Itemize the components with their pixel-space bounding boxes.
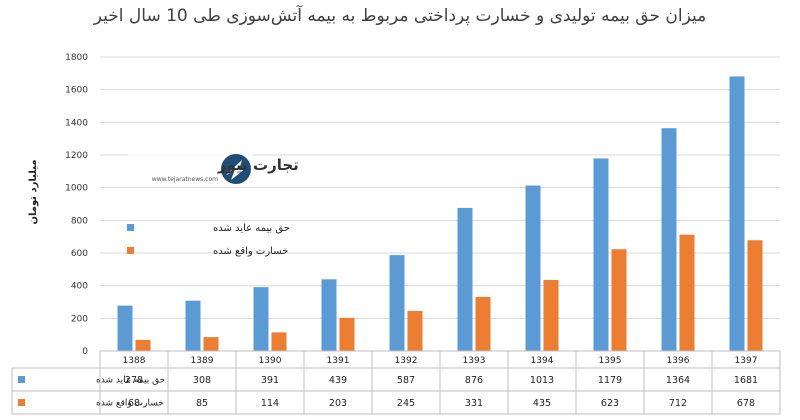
y-tick-label: 1600 bbox=[65, 86, 88, 96]
bar-loss bbox=[135, 339, 151, 351]
y-tick-label: 200 bbox=[71, 314, 88, 324]
y-tick-labels: 0 200 400 600 800 1000 1200 1400 1600 1800 bbox=[65, 53, 88, 357]
table-legend-swatch bbox=[18, 399, 25, 406]
bar-premium bbox=[321, 279, 337, 351]
bar-premium bbox=[457, 207, 473, 351]
table-cell: 391 bbox=[261, 375, 279, 386]
table-cell: 85 bbox=[196, 398, 208, 409]
data-table: 1388 1389 1390 1391 1392 1393 1394 1395 1396 1397… bbox=[11, 350, 781, 415]
bar-loss bbox=[747, 240, 763, 351]
legend: حق بیمه عاید شده خسارت واقع شده bbox=[127, 223, 290, 257]
x-tick-label: 1391 bbox=[327, 356, 350, 366]
chart-title: میزان حق بیمه تولیدی و خسارت پرداختی مرب… bbox=[93, 6, 707, 26]
watermark-brand: تجارت نیوز bbox=[217, 156, 299, 174]
bar-loss bbox=[475, 296, 491, 351]
bar-premium bbox=[389, 255, 405, 351]
legend-swatch bbox=[127, 224, 134, 231]
x-tick-label: 1395 bbox=[599, 356, 622, 366]
y-axis-label: میلیارد تومان bbox=[28, 159, 39, 224]
table-cell: 712 bbox=[669, 398, 687, 409]
table-cell: 1179 bbox=[598, 375, 622, 386]
bar-premium bbox=[661, 128, 677, 351]
table-cell: 331 bbox=[465, 398, 483, 409]
table-cell: 1013 bbox=[530, 375, 554, 386]
table-cell: 678 bbox=[737, 398, 755, 409]
bar-loss bbox=[339, 317, 355, 351]
x-tick-label: 1393 bbox=[463, 356, 486, 366]
table-legend-swatch bbox=[18, 376, 25, 383]
bar-loss bbox=[543, 279, 559, 351]
bar-premium bbox=[117, 305, 133, 351]
watermark-url: www.tejaratnews.com bbox=[152, 176, 218, 183]
table-cell: 587 bbox=[397, 375, 415, 386]
x-tick-label: 1388 bbox=[123, 356, 146, 366]
table-cell: 203 bbox=[329, 398, 347, 409]
table-cell: 68 bbox=[128, 398, 140, 409]
bars bbox=[117, 76, 763, 351]
y-tick-label: 0 bbox=[82, 347, 88, 357]
bar-premium bbox=[525, 185, 541, 351]
bar-premium bbox=[729, 76, 745, 351]
table-cell: 308 bbox=[193, 375, 211, 386]
table-cell: 876 bbox=[465, 375, 483, 386]
bar-loss bbox=[407, 310, 423, 351]
table-cell: 114 bbox=[261, 398, 279, 409]
legend-swatch bbox=[127, 247, 134, 254]
bar-loss bbox=[203, 337, 219, 351]
grid-lines bbox=[100, 56, 780, 352]
bar-loss bbox=[679, 234, 695, 351]
legend-label: حق بیمه عاید شده bbox=[213, 223, 290, 234]
x-tick-label: 1394 bbox=[531, 356, 554, 366]
bar-premium bbox=[593, 158, 609, 351]
table-cell: 439 bbox=[329, 375, 347, 386]
watermark: تجارت نیوز www.tejaratnews.com bbox=[128, 151, 299, 186]
legend-label: خسارت واقع شده bbox=[213, 246, 288, 257]
x-tick-label: 1396 bbox=[667, 356, 690, 366]
table-cell: 278 bbox=[125, 375, 143, 386]
bar-premium bbox=[253, 287, 269, 351]
bar-premium bbox=[185, 300, 201, 351]
table-row-label: خسارت واقع شده bbox=[96, 399, 164, 409]
y-tick-label: 1800 bbox=[65, 53, 88, 63]
y-tick-label: 800 bbox=[71, 216, 88, 226]
y-tick-label: 600 bbox=[71, 249, 88, 259]
x-tick-label: 1389 bbox=[191, 356, 214, 366]
table-row-label: حق بیمه عاید شده bbox=[96, 376, 165, 386]
table-cell: 623 bbox=[601, 398, 619, 409]
y-tick-label: 1000 bbox=[65, 184, 88, 194]
bar-loss bbox=[271, 332, 287, 351]
bar-loss bbox=[611, 249, 627, 351]
x-tick-label: 1392 bbox=[395, 356, 418, 366]
y-tick-label: 1200 bbox=[65, 151, 88, 161]
x-tick-label: 1390 bbox=[259, 356, 282, 366]
y-tick-label: 400 bbox=[71, 282, 88, 292]
table-cell: 1681 bbox=[734, 375, 758, 386]
x-tick-label: 1397 bbox=[735, 356, 758, 366]
table-cell: 435 bbox=[533, 398, 551, 409]
y-tick-label: 1400 bbox=[65, 118, 88, 128]
table-cell: 1364 bbox=[666, 375, 690, 386]
table-cell: 245 bbox=[397, 398, 415, 409]
tejaratnews-logo-icon bbox=[221, 154, 251, 184]
